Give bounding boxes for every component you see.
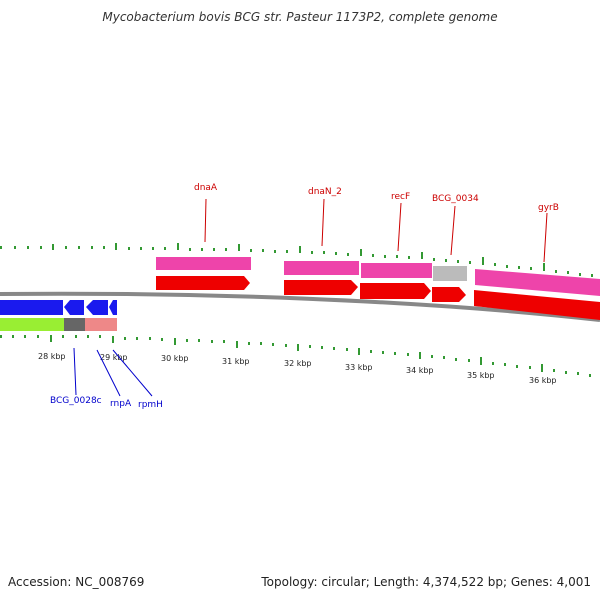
feature-salmon[interactable] [85, 318, 117, 331]
forward-gene-track [156, 257, 600, 296]
tick-label: 34 kbp [406, 366, 434, 375]
cds-gyrB[interactable] [474, 290, 600, 320]
tick-label: 32 kbp [284, 359, 312, 368]
tick-label: 29 kbp [100, 353, 128, 362]
tick-label: 33 kbp [345, 363, 373, 372]
gene-label-rnpA[interactable]: rnpA [110, 399, 132, 409]
gene-label-gyrB[interactable]: gyrB [538, 203, 559, 213]
gene-bar-recF[interactable] [361, 263, 432, 278]
cds-BCG_0034[interactable] [432, 287, 466, 302]
gene-bar-dnaA[interactable] [156, 257, 251, 270]
other-feature-track [0, 318, 117, 331]
tick-label: 35 kbp [467, 371, 495, 380]
gene-label-dnaA[interactable]: dnaA [194, 183, 218, 193]
tick-label: 36 kbp [529, 376, 557, 385]
genome-backbone [0, 291, 600, 322]
top-gene-labels: dnaA dnaN_2 recF BCG_0034 gyrB [194, 183, 559, 263]
feature-gray[interactable] [64, 318, 85, 331]
bottom-gene-labels: BCG_0028c rnpA rpmH [50, 347, 163, 410]
map-title: Mycobacterium bovis BCG str. Pasteur 117… [102, 10, 498, 24]
inner-tick-row [0, 335, 591, 377]
tick-labels: 28 kbp 29 kbp 30 kbp 31 kbp 32 kbp 33 kb… [38, 352, 557, 385]
outer-tick-row [0, 243, 593, 277]
cds-small-reverse[interactable] [109, 300, 117, 315]
gene-bar-BCG_0034[interactable] [433, 266, 467, 281]
gene-label-rpmH[interactable]: rpmH [138, 400, 163, 410]
reverse-cds-track [0, 300, 117, 315]
gene-label-BCG_0034[interactable]: BCG_0034 [432, 194, 479, 204]
tick-label: 28 kbp [38, 352, 66, 361]
gene-bar-dnaN_2[interactable] [284, 261, 359, 275]
forward-cds-track [156, 276, 600, 320]
accession-text: Accession: NC_008769 [8, 575, 145, 589]
gene-label-BCG_0028c[interactable]: BCG_0028c [50, 396, 102, 406]
gene-label-dnaN_2[interactable]: dnaN_2 [308, 187, 342, 197]
cds-rpmH[interactable] [86, 300, 108, 315]
gene-label-recF[interactable]: recF [391, 192, 410, 202]
tick-label: 30 kbp [161, 354, 189, 363]
cds-dnaA[interactable] [156, 276, 250, 290]
feature-green[interactable] [0, 318, 64, 331]
cds-recF[interactable] [360, 283, 431, 299]
cds-BCG_0028c[interactable] [0, 300, 63, 315]
cds-dnaN_2[interactable] [284, 280, 358, 295]
tick-label: 31 kbp [222, 357, 250, 366]
gene-bar-gyrB[interactable] [475, 269, 600, 296]
genome-summary-text: Topology: circular; Length: 4,374,522 bp… [261, 575, 591, 589]
cds-rnpA[interactable] [64, 300, 84, 315]
